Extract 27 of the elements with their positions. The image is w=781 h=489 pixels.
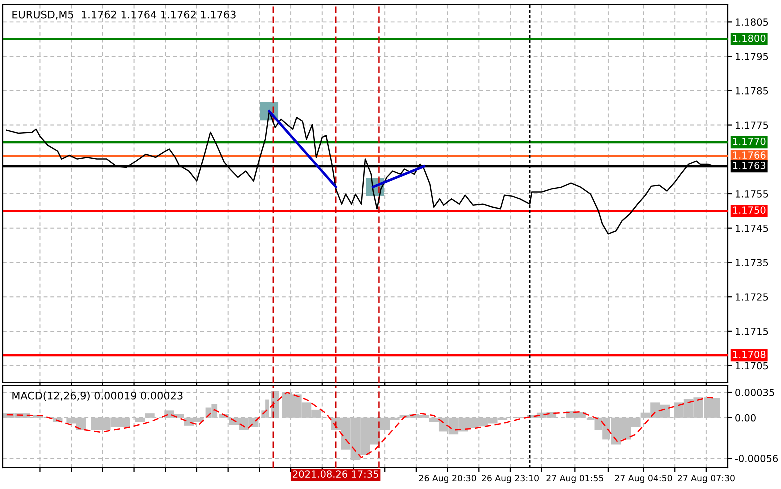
y-tick-label: 1.1735 xyxy=(736,259,768,267)
y-tick-label: 1.1805 xyxy=(736,18,768,26)
chart-title: EURUSD,M5 1.1762 1.1764 1.1762 1.1763 xyxy=(12,10,236,20)
y-tick-label: 1.1785 xyxy=(736,87,768,95)
x-tick-label: 26 Aug 23:10 xyxy=(482,475,539,484)
ref-line-label: 1.1770 xyxy=(733,138,766,146)
y-tick-label: 1.1775 xyxy=(736,122,768,130)
x-tick-label: 27 Aug 01:55 xyxy=(546,475,604,484)
y-tick-label: 1.1755 xyxy=(736,190,768,198)
ref-line-label: 1.1708 xyxy=(733,350,766,358)
y-tick-label: 0.00035 xyxy=(736,389,774,396)
ref-line-label: 1.1750 xyxy=(733,206,766,214)
y-tick-label: 1.1745 xyxy=(736,224,768,232)
ref-line-label: 2021.08.26 17:35 xyxy=(293,470,378,478)
x-tick-label: 26 Aug 20:30 xyxy=(419,475,476,484)
y-tick-label: 1.1725 xyxy=(736,294,768,301)
x-tick-label: 27 Aug 04:50 xyxy=(615,475,672,484)
y-tick-label: -0.00056 xyxy=(735,455,778,462)
y-tick-label: 1.1795 xyxy=(736,53,768,60)
ref-line-label: 1.1766 xyxy=(733,152,766,160)
y-tick-label: 1.1705 xyxy=(736,362,768,370)
x-tick-label: 27 Aug 07:30 xyxy=(678,475,735,484)
y-tick-label: 1.1715 xyxy=(736,328,768,336)
y-tick-label: 0.00 xyxy=(736,414,756,422)
chart-title: MACD(12,26,9) 0.00019 0.00023 xyxy=(12,392,183,402)
ref-line-label: 1.1763 xyxy=(733,162,766,170)
ref-line-label: 1.1800 xyxy=(733,34,766,42)
